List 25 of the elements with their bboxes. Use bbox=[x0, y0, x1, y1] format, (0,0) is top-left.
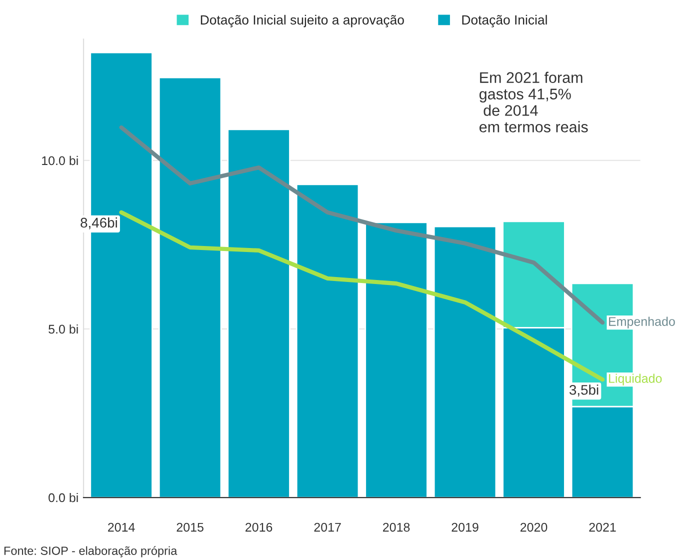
bar bbox=[364, 222, 428, 498]
x-tick-label: 2014 bbox=[108, 522, 135, 532]
bar bbox=[433, 226, 497, 498]
annotation: Em 2021 foram gastos 41,5% de 2014 em termos reais bbox=[479, 72, 588, 132]
line-series bbox=[119, 210, 605, 382]
y-tick-label: 5.0 bi bbox=[48, 324, 78, 334]
x-tick-label: 2017 bbox=[314, 522, 341, 532]
bar bbox=[227, 128, 290, 498]
x-tick-label: 2019 bbox=[452, 522, 478, 532]
series-label: Empenhado bbox=[609, 316, 675, 328]
source-note: Fonte: SIOP - elaboração própria bbox=[4, 546, 178, 558]
x-tick-label: 2021 bbox=[589, 522, 616, 532]
bar bbox=[296, 184, 360, 498]
data-label: 3,5bi bbox=[569, 384, 598, 396]
bar bbox=[158, 76, 222, 498]
x-tick-label: 2018 bbox=[383, 522, 410, 532]
data-label: 8,46bi bbox=[80, 217, 117, 230]
x-tick-label: 2020 bbox=[520, 522, 548, 532]
legend-label: Dotação Inicial bbox=[462, 14, 547, 28]
series-label: Liquidado bbox=[609, 374, 662, 386]
y-tick-label: 10.0 bi bbox=[42, 156, 78, 166]
x-tick-label: 2015 bbox=[176, 522, 204, 532]
y-tick-label: 0.0 bi bbox=[48, 492, 78, 502]
legend-label: Dotação Inicial sujeito a aprovação bbox=[200, 14, 404, 28]
x-tick-label: 2016 bbox=[246, 522, 272, 532]
